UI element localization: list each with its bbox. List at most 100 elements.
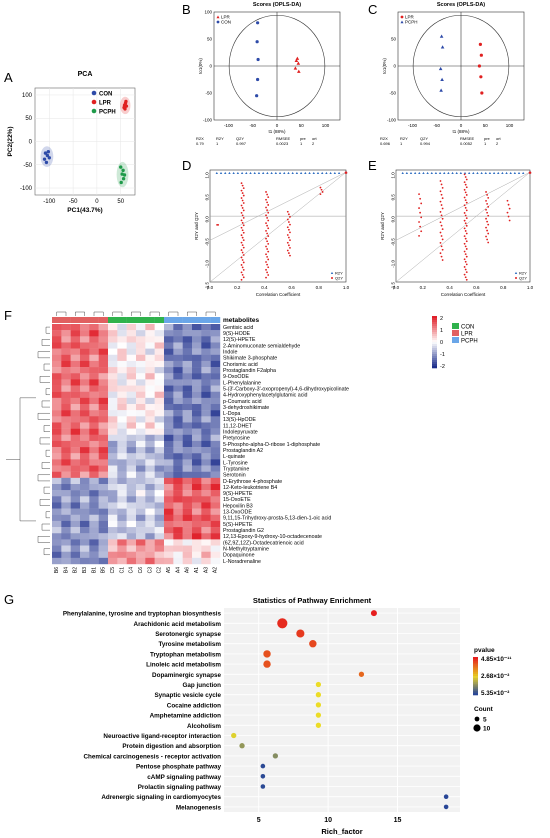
oplsda-b-stats-header: Q2Y bbox=[236, 136, 244, 141]
heatmap-cell bbox=[89, 324, 99, 331]
pathway-pvalue-gradient-segment bbox=[473, 676, 478, 679]
perm-e-legend-r2y: R2Y bbox=[519, 271, 527, 276]
perm-e-q2y-point bbox=[439, 211, 442, 213]
pca-point bbox=[47, 156, 51, 160]
heatmap-cell bbox=[108, 354, 118, 362]
heatmap-cell bbox=[70, 330, 81, 337]
heatmap-group-annotation-cell bbox=[98, 317, 109, 323]
heatmap-cell bbox=[126, 502, 137, 509]
oplsda-c-point bbox=[478, 42, 482, 47]
perm-d-q2y-point bbox=[266, 240, 269, 243]
heatmap-cell bbox=[126, 477, 137, 485]
perm-d-q2y-regression bbox=[209, 172, 347, 283]
oplsda-c-legend-label: PCPH bbox=[405, 20, 418, 25]
heatmap-cell bbox=[61, 324, 71, 331]
heatmap-group-legend-label: LPR bbox=[461, 332, 473, 338]
heatmap-cell bbox=[52, 496, 62, 503]
heatmap-colorbar-segment bbox=[432, 344, 437, 347]
perm-d-q2y-point bbox=[242, 246, 245, 249]
heatmap-cell bbox=[89, 477, 99, 485]
perm-e-r2y-point bbox=[413, 171, 417, 175]
heatmap-cell bbox=[52, 533, 62, 540]
heatmap-row-dendrogram bbox=[37, 474, 50, 482]
perm-d-q2y-point bbox=[242, 209, 245, 212]
oplsda-c-legend-marker bbox=[400, 20, 404, 24]
oplsda-b-stats-value: 0.0023 bbox=[276, 141, 289, 146]
heatmap-row-label: N-Methyltryptamine bbox=[223, 546, 269, 552]
perm-d-r2y-point bbox=[337, 171, 341, 175]
oplsda-b-point bbox=[256, 57, 260, 62]
heatmap-row-label: 9(S)-HPETE bbox=[223, 491, 253, 497]
heatmap-colorbar-segment bbox=[432, 366, 437, 369]
heatmap-cell bbox=[80, 539, 90, 546]
heatmap-cell bbox=[117, 336, 127, 343]
heatmap-colorbar-segment bbox=[432, 364, 437, 367]
perm-e-r2y-point bbox=[434, 171, 438, 175]
pathway-pvalue-gradient-segment bbox=[473, 674, 478, 677]
oplsda-b-stats-header: pre bbox=[300, 136, 307, 141]
perm-d-q2y-point bbox=[240, 241, 243, 244]
heatmap-cell bbox=[201, 373, 211, 380]
heatmap-cell bbox=[201, 367, 211, 374]
oplsda-c-y-tick: 50 bbox=[391, 37, 397, 42]
heatmap-cell bbox=[80, 440, 90, 448]
perm-e-legend-marker-q2y bbox=[515, 277, 517, 279]
heatmap-cell bbox=[145, 422, 155, 429]
heatmap-cell bbox=[192, 416, 202, 423]
perm-d-r2y-point bbox=[325, 171, 328, 175]
pathway-pvalue-gradient-segment bbox=[473, 672, 478, 675]
heatmap-cell bbox=[182, 385, 193, 392]
perm-d-r2y-point bbox=[232, 171, 235, 175]
pathway-point bbox=[260, 774, 266, 779]
heatmap-cell bbox=[192, 551, 202, 559]
perm-d-q2y-point bbox=[267, 211, 270, 214]
heatmap-cell bbox=[192, 379, 202, 386]
perm-e-y-tick: 0.0 bbox=[391, 216, 396, 223]
heatmap-cell bbox=[52, 330, 62, 337]
perm-e-q2y-point bbox=[440, 235, 443, 237]
perm-d-q2y-point bbox=[286, 234, 289, 236]
heatmap-cell bbox=[154, 397, 165, 405]
perm-d-q2y-point bbox=[241, 236, 244, 239]
perm-d-x-tick: 0.8 bbox=[316, 285, 323, 290]
perm-d-x-tick: 0.4 bbox=[261, 285, 268, 290]
oplsda-c-x-tick: 50 bbox=[483, 123, 489, 128]
heatmap-row-label: 5(S)-HPETE bbox=[223, 522, 253, 528]
perm-d-q2y-point bbox=[267, 227, 270, 230]
heatmap-row-label: 3-dehydroshikimate bbox=[223, 405, 269, 411]
heatmap-column-label: B6 bbox=[54, 567, 60, 573]
heatmap-cell bbox=[61, 477, 71, 485]
heatmap-cell bbox=[89, 514, 99, 522]
heatmap-cell bbox=[61, 404, 71, 411]
pathway-pvalue-gradient-segment bbox=[473, 681, 478, 684]
heatmap-cell bbox=[182, 453, 193, 460]
heatmap-cell bbox=[210, 447, 221, 454]
heatmap-cell bbox=[89, 391, 99, 399]
heatmap-cell bbox=[192, 527, 202, 534]
heatmap-cell bbox=[192, 367, 202, 374]
perm-e-q2y-point bbox=[439, 180, 442, 182]
pathway-category-label: Arachidonic acid metabolism bbox=[134, 621, 222, 628]
heatmap-cell bbox=[89, 434, 99, 442]
heatmap-cell bbox=[164, 551, 174, 559]
perm-e-q2y-point bbox=[465, 271, 468, 273]
heatmap-cell bbox=[192, 373, 202, 380]
heatmap-cell bbox=[173, 385, 183, 392]
heatmap-cell bbox=[192, 397, 202, 405]
heatmap-row-label: Dopaquinone bbox=[223, 553, 255, 559]
heatmap-cell bbox=[108, 410, 118, 417]
pathway-x-tick: 5 bbox=[257, 817, 261, 824]
pathway-point bbox=[296, 629, 305, 638]
heatmap-cell bbox=[210, 379, 221, 386]
pathway-pvalue-tick: 5.35×10⁻² bbox=[481, 690, 509, 697]
oplsda-c-legend-label: LPR bbox=[405, 15, 415, 20]
heatmap-cell bbox=[80, 471, 90, 479]
heatmap-column-label: A4 bbox=[175, 567, 181, 573]
heatmap-cell bbox=[126, 496, 137, 503]
pathway-category-label: Pentose phosphate pathway bbox=[136, 764, 222, 771]
heatmap-cell bbox=[192, 440, 202, 448]
perm-e-q2y-point bbox=[465, 194, 468, 196]
heatmap-cell bbox=[89, 416, 99, 423]
heatmap-cell bbox=[126, 342, 137, 349]
oplsda-b-stats-header: RMSEE bbox=[276, 136, 291, 141]
